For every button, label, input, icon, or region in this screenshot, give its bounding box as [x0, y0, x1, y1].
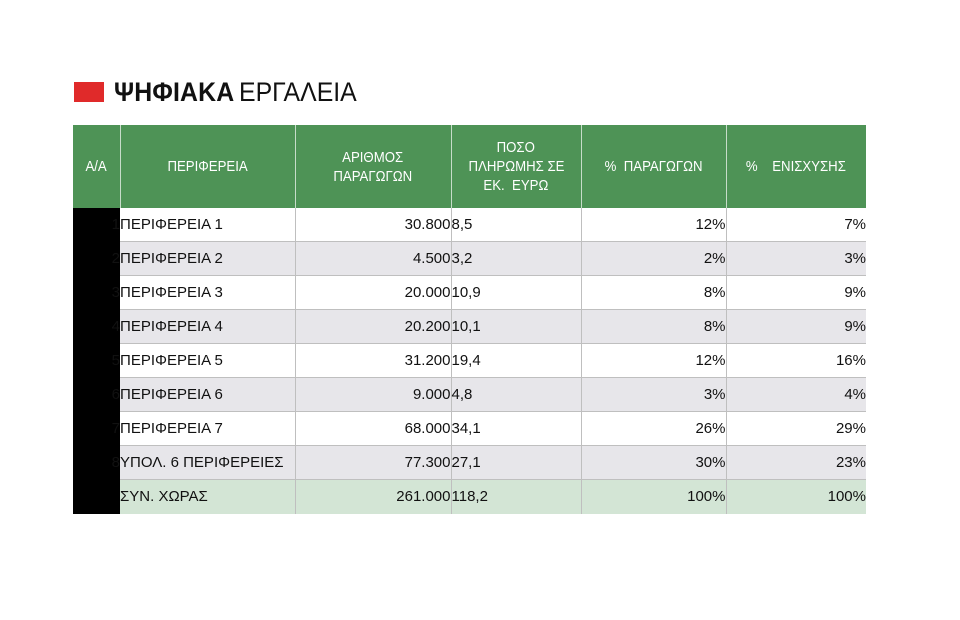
row-index: 1: [73, 208, 120, 242]
row-producers: 9.000: [295, 377, 452, 412]
row-payment: 10,9: [451, 275, 582, 310]
row-producers: 31.200: [295, 343, 452, 378]
row-pct-producers: 3%: [581, 377, 727, 412]
row-producers: 77.300: [295, 445, 452, 480]
table-row: 3 ΠΕΡΙΦΕΡΕΙΑ 3 20.000 10,9 8% 9%: [73, 275, 866, 310]
row-pct-support: 4%: [726, 377, 866, 412]
col-header-pct-support: % ΕΝΙΣΧΥΣΗΣ: [726, 125, 866, 208]
row-payment: 34,1: [451, 411, 582, 446]
table-row: 2 ΠΕΡΙΦΕΡΕΙΑ 2 4.500 3,2 2% 3%: [73, 241, 866, 276]
page-header: ΨΗΦΙΑΚΑ ΕΡΓΑΛΕΙΑ: [74, 76, 367, 108]
row-index: 6: [73, 377, 120, 412]
row-pct-support: 9%: [726, 275, 866, 310]
total-label: ΣΥΝ. ΧΩΡΑΣ: [120, 479, 296, 514]
col-header-aa: Α/Α: [73, 125, 121, 208]
table-row: 4 ΠΕΡΙΦΕΡΕΙΑ 4 20.200 10,1 8% 9%: [73, 309, 866, 344]
row-pct-support: 23%: [726, 445, 866, 480]
row-region: ΥΠΟΛ. 6 ΠΕΡΙΦΕΡΕΙΕΣ: [120, 445, 296, 480]
row-payment: 4,8: [451, 377, 582, 412]
row-pct-producers: 8%: [581, 275, 727, 310]
col-header-producers: ΑΡΙΘΜΟΣ ΠΑΡΑΓΩΓΩΝ: [295, 125, 452, 208]
total-pct-producers: 100%: [581, 479, 727, 514]
table-row: 8 ΥΠΟΛ. 6 ΠΕΡΙΦΕΡΕΙΕΣ 77.300 27,1 30% 23…: [73, 445, 866, 480]
row-region: ΠΕΡΙΦΕΡΕΙΑ 6: [120, 377, 296, 412]
row-index: [73, 479, 120, 514]
row-payment: 19,4: [451, 343, 582, 378]
row-region: ΠΕΡΙΦΕΡΕΙΑ 2: [120, 241, 296, 276]
row-payment: 27,1: [451, 445, 582, 480]
col-header-region: ΠΕΡΙΦΕΡΕΙΑ: [120, 125, 296, 208]
row-pct-producers: 2%: [581, 241, 727, 276]
brand-title-bold: ΨΗΦΙΑΚΑ: [114, 76, 235, 107]
row-index: 2: [73, 241, 120, 276]
row-pct-producers: 26%: [581, 411, 727, 446]
table-row: 7 ΠΕΡΙΦΕΡΕΙΑ 7 68.000 34,1 26% 29%: [73, 411, 866, 446]
row-payment: 8,5: [451, 208, 582, 242]
row-pct-support: 3%: [726, 241, 866, 276]
row-pct-support: 16%: [726, 343, 866, 378]
row-pct-producers: 30%: [581, 445, 727, 480]
row-pct-support: 9%: [726, 309, 866, 344]
total-pct-support: 100%: [726, 479, 866, 514]
row-index: 3: [73, 275, 120, 310]
row-producers: 4.500: [295, 241, 452, 276]
table-row: 5 ΠΕΡΙΦΕΡΕΙΑ 5 31.200 19,4 12% 16%: [73, 343, 866, 378]
brand-title-light: ΕΡΓΑΛΕΙΑ: [238, 76, 357, 107]
col-header-pct-producers: % ΠΑΡΑΓΩΓΩΝ: [581, 125, 727, 208]
row-pct-support: 29%: [726, 411, 866, 446]
row-region: ΠΕΡΙΦΕΡΕΙΑ 5: [120, 343, 296, 378]
row-pct-producers: 12%: [581, 343, 727, 378]
table-row: 1 ΠΕΡΙΦΕΡΕΙΑ 1 30.800 8,5 12% 7%: [73, 208, 866, 242]
row-producers: 30.800: [295, 208, 452, 242]
brand-red-square: [74, 82, 104, 102]
table-row: 6 ΠΕΡΙΦΕΡΕΙΑ 6 9.000 4,8 3% 4%: [73, 377, 866, 412]
row-pct-producers: 12%: [581, 208, 727, 242]
row-index: 5: [73, 343, 120, 378]
row-payment: 10,1: [451, 309, 582, 344]
row-region: ΠΕΡΙΦΕΡΕΙΑ 3: [120, 275, 296, 310]
row-payment: 3,2: [451, 241, 582, 276]
row-region: ΠΕΡΙΦΕΡΕΙΑ 1: [120, 208, 296, 242]
row-pct-support: 7%: [726, 208, 866, 242]
total-payment: 118,2: [451, 479, 582, 514]
row-producers: 20.200: [295, 309, 452, 344]
row-region: ΠΕΡΙΦΕΡΕΙΑ 7: [120, 411, 296, 446]
row-producers: 20.000: [295, 275, 452, 310]
row-producers: 68.000: [295, 411, 452, 446]
row-index: 4: [73, 309, 120, 344]
row-index: 7: [73, 411, 120, 446]
row-pct-producers: 8%: [581, 309, 727, 344]
producers-table: Α/Α ΠΕΡΙΦΕΡΕΙΑ ΑΡΙΘΜΟΣ ΠΑΡΑΓΩΓΩΝ ΠΟΣΟ ΠΛ…: [73, 125, 866, 514]
total-producers: 261.000: [295, 479, 452, 514]
row-region: ΠΕΡΙΦΕΡΕΙΑ 4: [120, 309, 296, 344]
row-index: 8: [73, 445, 120, 480]
total-row: ΣΥΝ. ΧΩΡΑΣ 261.000 118,2 100% 100%: [73, 479, 866, 514]
col-header-payment: ΠΟΣΟ ΠΛΗΡΩΜΗΣ ΣΕ ΕΚ. ΕΥΡΩ: [451, 125, 582, 208]
table-header-row: Α/Α ΠΕΡΙΦΕΡΕΙΑ ΑΡΙΘΜΟΣ ΠΑΡΑΓΩΓΩΝ ΠΟΣΟ ΠΛ…: [73, 125, 866, 208]
